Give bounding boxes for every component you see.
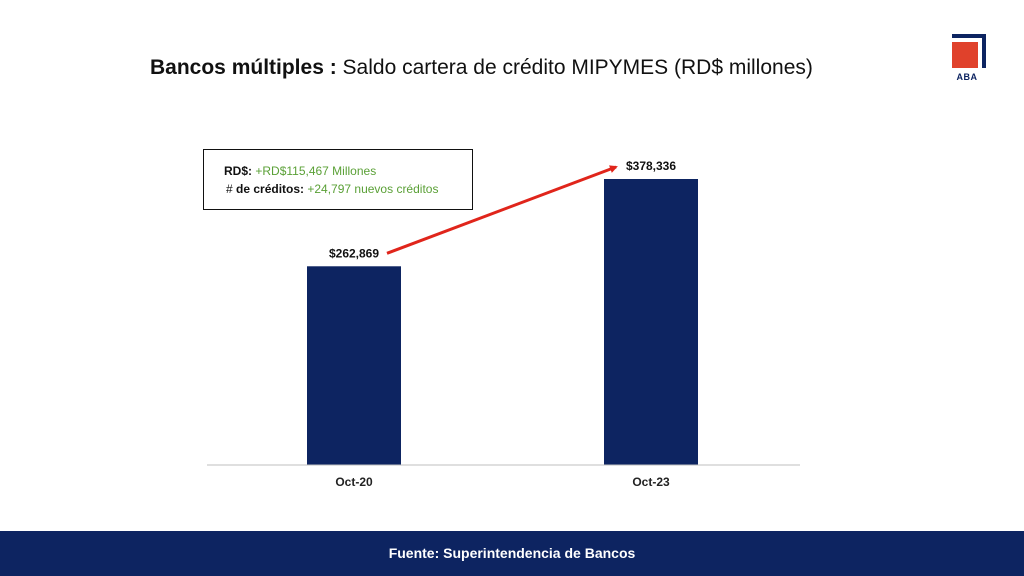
title-bold: Bancos múltiples : — [150, 56, 337, 79]
data-label-oct-23: $378,336 — [626, 159, 676, 173]
callout-rd-label: RD$: — [224, 164, 253, 178]
footer-source: Fuente: Superintendencia de Bancos — [0, 531, 1024, 576]
trend-arrow — [386, 165, 618, 255]
aba-logo: ABA — [948, 34, 988, 86]
logo-text: ABA — [956, 72, 978, 82]
x-tick-label-oct-20: Oct-20 — [335, 475, 373, 489]
logo-frame — [952, 34, 986, 68]
callout-credits-prefix: # — [226, 182, 237, 196]
callout-rd-line: RD$: +RD$115,467 Millones — [224, 164, 376, 178]
title-rest: Saldo cartera de crédito MIPYMES (RD$ mi… — [336, 56, 813, 79]
bar-oct-20 — [307, 266, 401, 465]
logo-square — [952, 42, 978, 68]
callout-credits-value: +24,797 nuevos créditos — [304, 182, 439, 196]
x-tick-label-oct-23: Oct-23 — [632, 475, 670, 489]
chart-title: Bancos múltiples : Saldo cartera de créd… — [150, 56, 813, 80]
data-label-oct-20: $262,869 — [329, 246, 379, 260]
callout-box: RD$: +RD$115,467 Millones # de créditos:… — [203, 149, 473, 210]
callout-credits-label: de créditos: — [236, 182, 305, 196]
callout-rd-value: +RD$115,467 Millones — [252, 164, 377, 178]
callout-credits-line: # de créditos: +24,797 nuevos créditos — [226, 182, 438, 196]
bar-oct-23 — [604, 179, 698, 465]
